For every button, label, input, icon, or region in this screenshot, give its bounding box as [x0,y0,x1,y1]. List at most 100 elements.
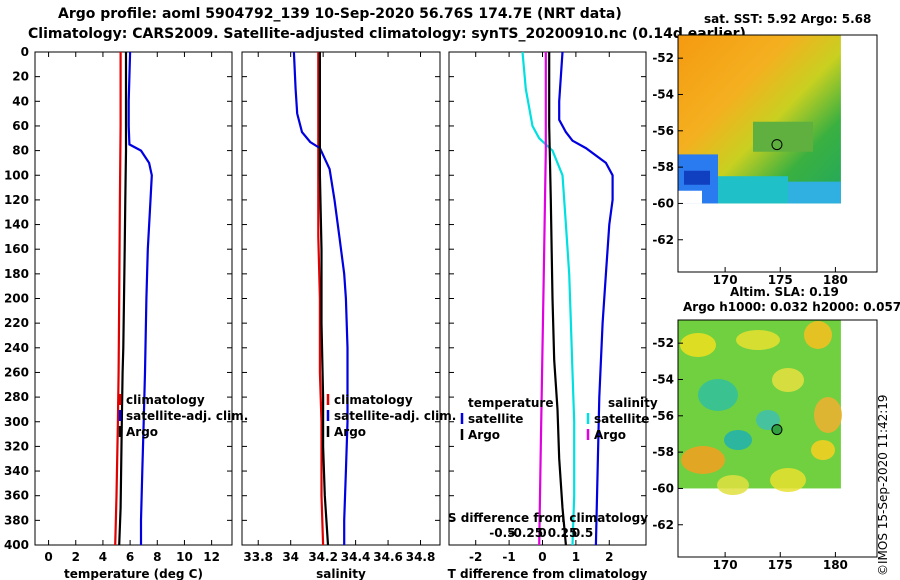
sla-map-title-2: Argo h1000: 0.032 h2000: 0.057 [683,300,900,314]
x-tick-label-salinity-diff: -0.5 [489,526,515,540]
x-tick-label: 34.8 [406,550,436,564]
depth-tick-label: 320 [4,439,29,453]
depth-tick-label: 40 [12,94,29,108]
legend-label: Argo [334,425,366,439]
series-line-satellite-adj-clim- [292,51,349,545]
depth-tick-label: 260 [4,365,29,379]
x-tick-label: -2 [469,550,482,564]
x-tick-label: 33.8 [243,550,273,564]
series-line-climatology [317,52,325,546]
x-tick-label: 6 [126,550,134,564]
x-tick-label-salinity-diff: 0.25 [548,526,578,540]
x-tick-label: 2 [72,550,80,564]
x-tick-label: 34.2 [308,550,338,564]
map-x-tick-label: 180 [823,273,848,287]
x-tick-label: -1 [502,550,515,564]
map-y-tick-label: -54 [652,87,674,101]
sst-cool-patch [788,181,841,204]
map-sla [677,319,878,558]
depth-tick-label: 300 [4,415,29,429]
map-y-tick-label: -58 [652,160,674,174]
depth-tick-label: 80 [12,144,29,158]
legend-title-temperature: temperature [468,396,553,410]
sst-nodata [678,190,702,204]
depth-tick-label: 120 [4,193,29,207]
x-tick-label: 1 [572,550,580,564]
x-tick-label: 0 [538,550,546,564]
argo-position-marker [771,139,783,151]
plot-frame-difference [448,51,647,546]
x-tick-label-salinity-diff: 0.5 [572,526,593,540]
x-tick-label: 8 [153,550,161,564]
depth-tick-label: 380 [4,513,29,527]
map-y-tick-label: -60 [652,481,674,495]
x-axis-label-temperature: temperature (deg C) [64,567,203,580]
series-line-t-satellite [558,51,614,546]
map-frame [677,34,878,273]
sla-anomaly-blob [681,446,725,474]
map-y-tick-label: -52 [652,336,674,350]
series-line-t-argo [548,52,567,546]
title-line-2: Climatology: CARS2009. Satellite-adjuste… [28,26,746,42]
map-y-tick-label: -60 [652,196,674,210]
legend-label: Argo [468,428,500,442]
depth-tick-label: 280 [4,390,29,404]
series-line-s-argo [538,52,547,546]
sst-cold-patch [684,170,710,185]
legend-label: climatology [126,393,205,407]
x-tick-label-salinity-diff: -0.25 [508,526,543,540]
depth-tick-label: 160 [4,242,29,256]
depth-tick-label: 60 [12,119,29,133]
map-y-tick-label: -62 [652,233,674,247]
x-axis-label-salinity: salinity [316,567,366,580]
map-y-tick-label: -56 [652,409,674,423]
legend-label: satellite [468,412,523,426]
legend-label: Argo [594,428,626,442]
depth-tick-label: 360 [4,489,29,503]
argo-position-marker [771,424,783,436]
map-x-tick-label: 175 [768,273,793,287]
map-x-tick-label: 170 [713,273,738,287]
map-sst [677,34,878,273]
legend-label: satellite [594,412,649,426]
legend-label: satellite-adj. clim. [334,409,456,423]
depth-tick-label: 20 [12,70,29,84]
x-tick-label: 34.6 [373,550,403,564]
legend-label: satellite-adj. clim. [126,409,248,423]
series-line-satellite-adj-clim- [127,51,153,545]
depth-tick-label: 180 [4,267,29,281]
legend-label: climatology [334,393,413,407]
x-tick-label: 2 [605,550,613,564]
sst-map-title: sat. SST: 5.92 Argo: 5.68 [704,12,872,26]
sla-anomaly-blob [724,430,752,450]
sla-anomaly-blob [804,321,832,349]
plot-frame-temperature [34,51,233,546]
x-axis-label-difference: T difference from climatology [448,567,648,580]
map-x-tick-label: 175 [768,558,793,572]
depth-tick-label: 140 [4,218,29,232]
depth-tick-label: 220 [4,316,29,330]
sst-green-patch [753,121,813,152]
sla-anomaly-blob [717,475,749,495]
sla-anomaly-blob [736,330,780,350]
sla-anomaly-blob [814,397,842,433]
map-frame [677,319,878,558]
map-y-tick-label: -52 [652,51,674,65]
sla-anomaly-blob [680,333,716,357]
x-tick-label-salinity-diff: 0 [538,526,546,540]
x-tick-label: 10 [176,550,193,564]
legend-title-salinity: salinity [608,396,658,410]
depth-tick-label: 200 [4,292,29,306]
series-line-argo [118,52,128,546]
sla-anomaly-blob [770,468,806,492]
legend-label: Argo [126,425,158,439]
map-x-tick-label: 170 [713,558,738,572]
x-tick-label: 34 [282,550,299,564]
x-tick-label: 4 [99,550,107,564]
map-y-tick-label: -56 [652,124,674,138]
depth-tick-label: 240 [4,341,29,355]
map-x-tick-label: 180 [823,558,848,572]
sla-map-title-1: Altim. SLA: 0.19 [730,285,839,299]
x-tick-label: 34.4 [341,550,371,564]
